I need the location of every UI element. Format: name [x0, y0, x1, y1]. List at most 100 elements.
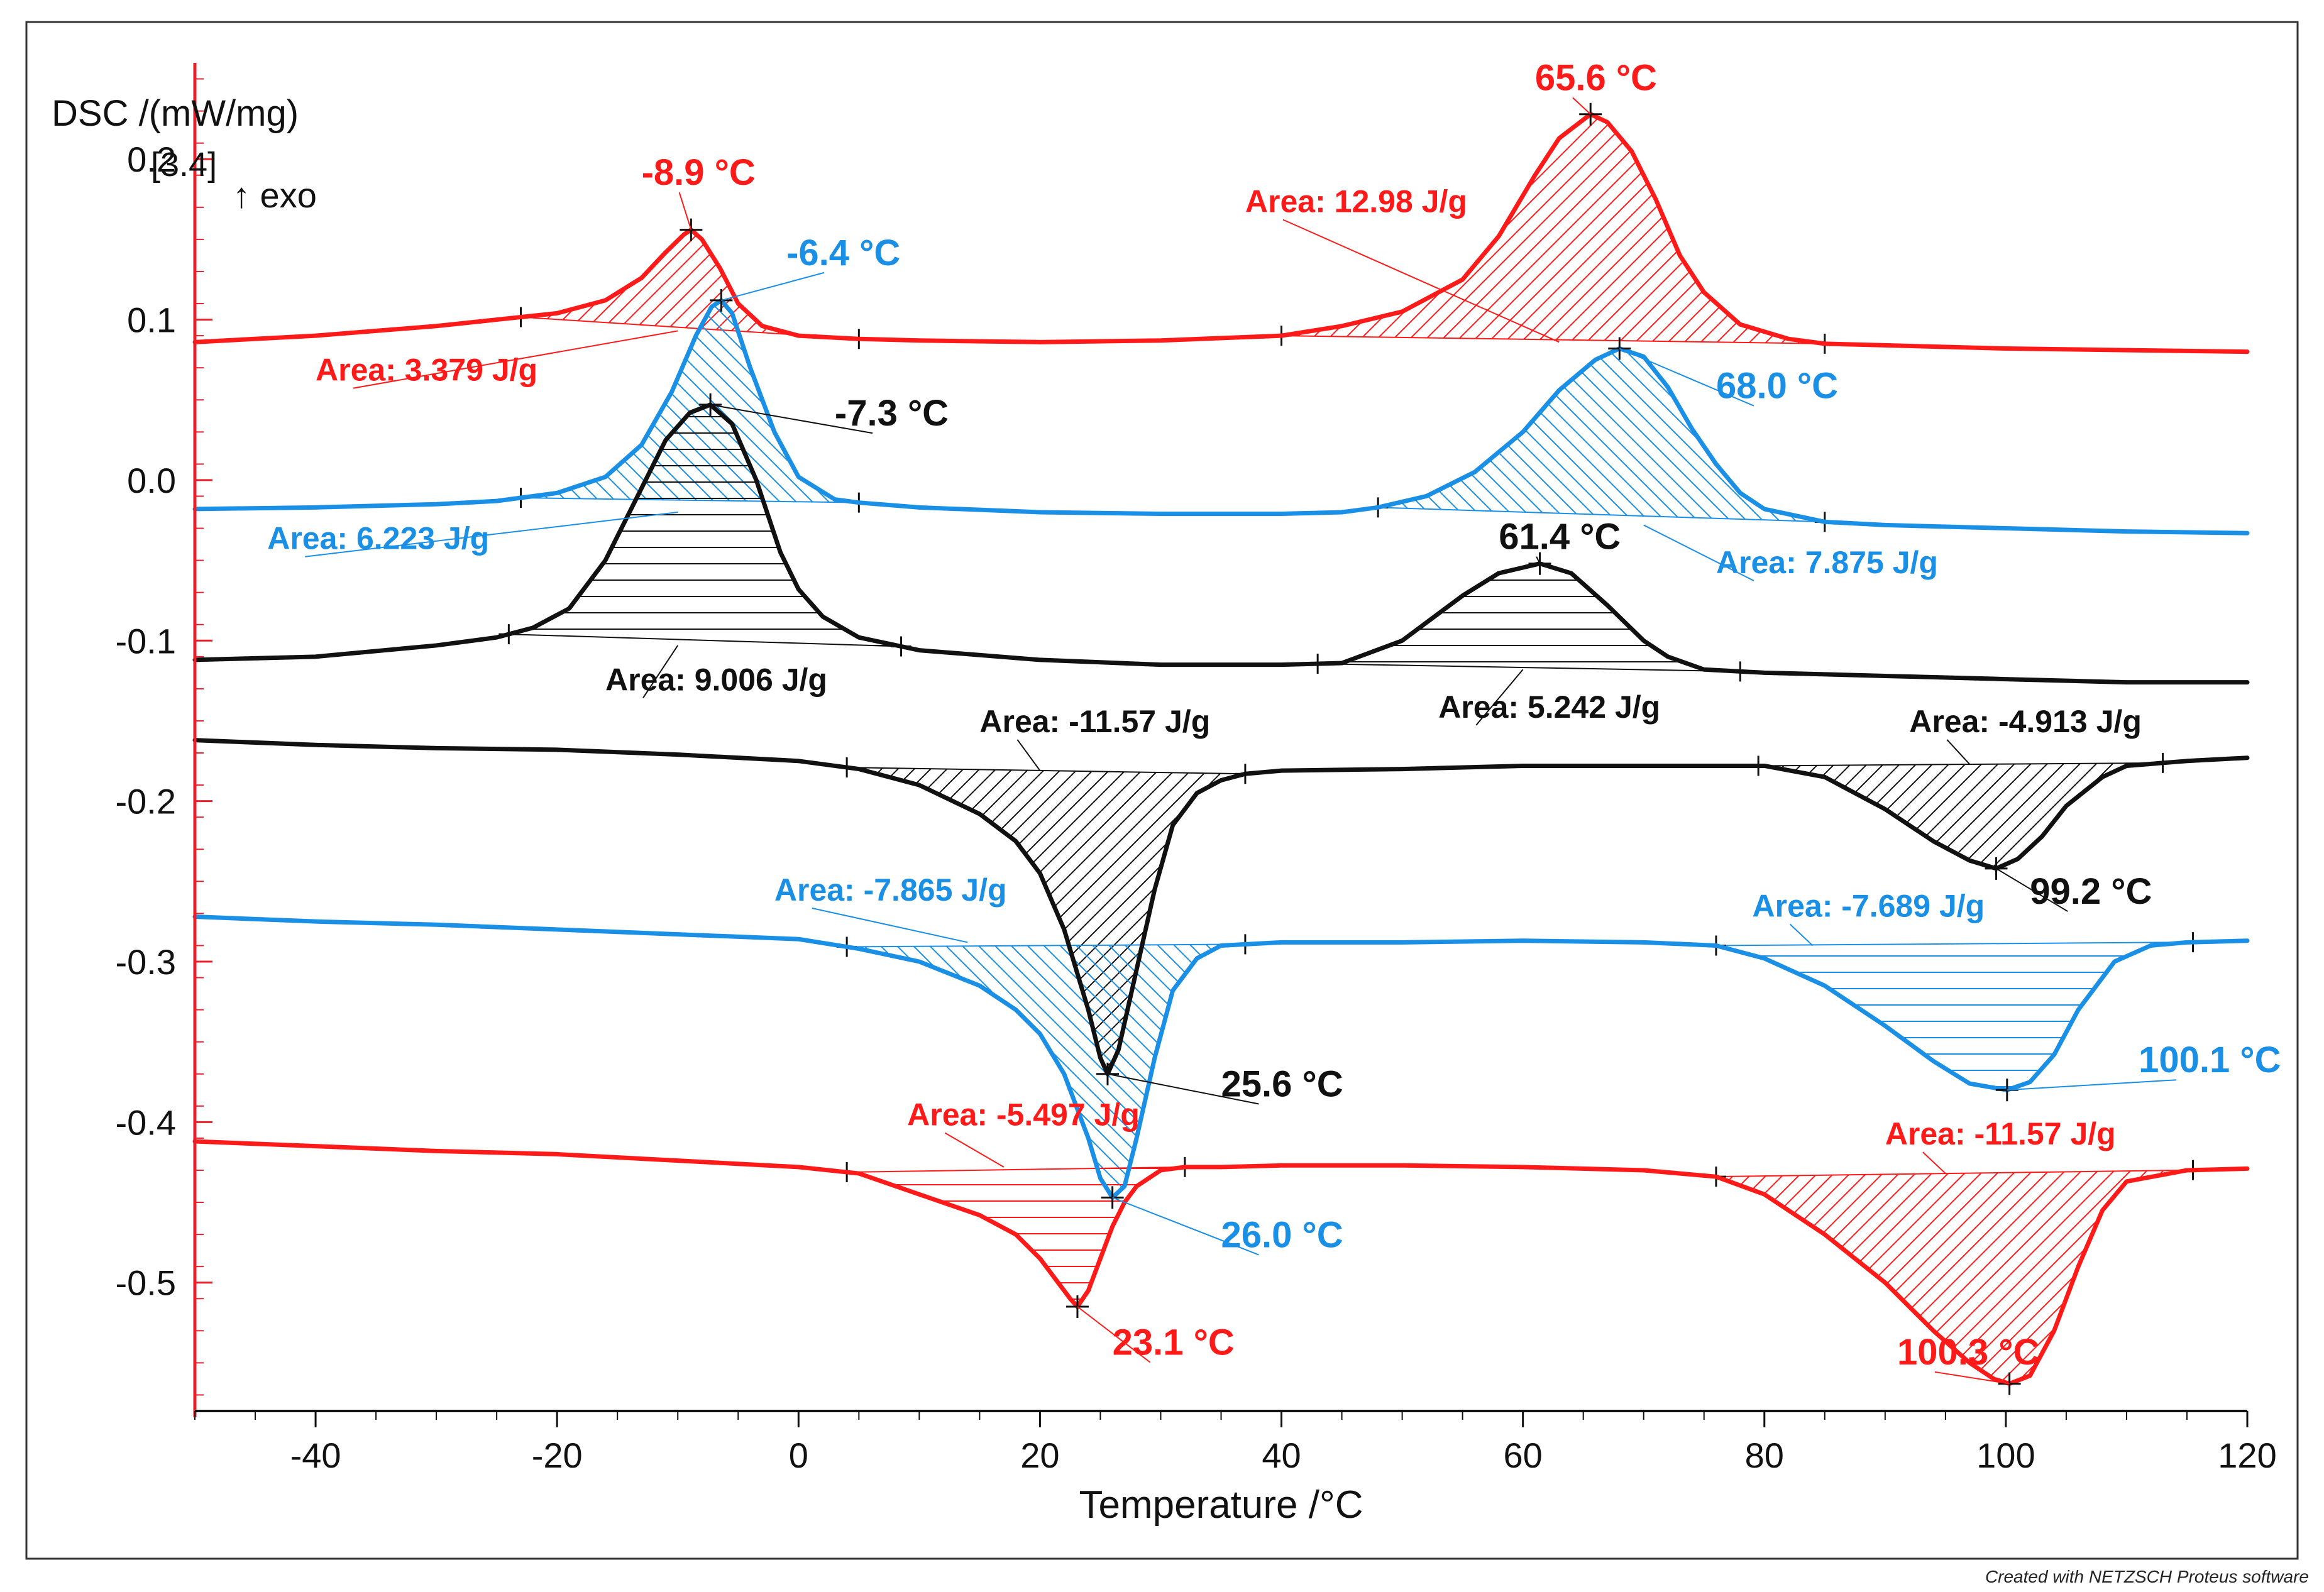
annotation-label-7: Area: 6.223 J/g	[267, 521, 489, 556]
annotation-leader-6	[710, 403, 873, 434]
annotation-label-11: Area: 5.242 J/g	[1438, 689, 1660, 725]
annotation-label-4: Area: 3.379 J/g	[316, 353, 537, 388]
annotation-leader-2	[1282, 219, 1560, 343]
peak-marker-4	[699, 393, 722, 416]
annotation-leader-10	[642, 645, 679, 698]
annotation-leader-8	[1536, 556, 1541, 564]
annotation-label-18: 100.1 °C	[2139, 1040, 2281, 1080]
annotation-leader-22	[1077, 1306, 1151, 1363]
y-tick-label-2: 0.0	[127, 461, 176, 500]
annotation-label-6: -7.3 °C	[835, 393, 949, 434]
integration-area-4	[509, 404, 901, 647]
integration-area-7	[1758, 762, 2163, 869]
annotation-leader-5	[1619, 348, 1754, 407]
footer-credit: Created with NETZSCH Proteus software	[1985, 1567, 2309, 1586]
integration-area-11	[1715, 1170, 2193, 1384]
annotation-leader-16	[1789, 923, 1814, 947]
y-tick-label-1: 0.1	[127, 300, 176, 340]
series-line-blue-heating	[192, 298, 2250, 535]
annotation-leader-14	[1996, 868, 2068, 912]
x-tick-label-0: -40	[290, 1436, 341, 1475]
peak-marker-3	[1608, 337, 1631, 360]
x-axis-label: Temperature /°C	[1079, 1483, 1363, 1527]
annotation-leader-1	[1572, 97, 1591, 115]
annotation-label-17: 25.6 °C	[1221, 1064, 1343, 1105]
x-tick-label-7: 100	[1976, 1436, 2035, 1475]
y-tick-label-7: -0.5	[116, 1263, 177, 1303]
series-line-red-cooling	[192, 1139, 2250, 1386]
annotation-label-10: Area: 9.006 J/g	[605, 662, 827, 697]
integration-baseline-11	[1715, 1169, 2193, 1178]
annotation-leader-13	[1946, 739, 1970, 765]
integration-baseline-7	[1758, 762, 2163, 767]
annotation-leader-0	[678, 192, 692, 230]
annotation-label-0: -8.9 °C	[642, 152, 756, 193]
annotation-label-13: Area: -4.913 J/g	[1909, 704, 2142, 739]
integration-area-9	[1715, 942, 2193, 1090]
integration-area-6	[847, 767, 1245, 1074]
integration-baseline-6	[847, 767, 1245, 775]
annotation-label-16: Area: -7.689 J/g	[1753, 889, 1985, 924]
integration-area-0	[520, 229, 859, 339]
integration-area-10	[847, 1167, 1185, 1307]
annotation-label-23: 100.3 °C	[1897, 1332, 2039, 1373]
y-tick-label-3: -0.1	[116, 621, 177, 661]
annotation-label-5: 68.0 °C	[1716, 366, 1838, 407]
x-tick-label-4: 40	[1262, 1436, 1301, 1475]
peak-marker-5	[1528, 552, 1551, 575]
series-line-black-cooling	[192, 738, 2250, 1077]
annotation-label-2: Area: 12.98 J/g	[1245, 184, 1467, 219]
y-tick-label-0: 0.2	[127, 140, 176, 179]
annotation-leader-19	[944, 1132, 1005, 1168]
integration-area-1	[1281, 114, 1825, 344]
x-tick-label-2: 0	[789, 1436, 808, 1475]
annotation-label-15: Area: -7.865 J/g	[774, 872, 1007, 908]
integration-area-8	[847, 944, 1245, 1198]
annotation-label-9: Area: 7.875 J/g	[1716, 545, 1938, 580]
y-axis-bracket: [3.4]	[151, 146, 217, 184]
annotation-leader-18	[2007, 1079, 2177, 1091]
annotation-leader-21	[1112, 1197, 1259, 1256]
x-tick-label-3: 20	[1020, 1436, 1059, 1475]
annotation-leader-12	[1016, 739, 1041, 771]
integration-baseline-9	[1715, 941, 2193, 947]
integration-baseline-3	[1378, 507, 1825, 523]
x-tick-label-5: 60	[1503, 1436, 1542, 1475]
integration-baseline-5	[1318, 663, 1741, 672]
outer-frame	[25, 21, 2299, 1560]
annotation-label-12: Area: -11.57 J/g	[979, 704, 1210, 739]
annotation-leader-4	[353, 330, 678, 389]
annotation-label-19: Area: -5.497 J/g	[907, 1097, 1140, 1132]
annotation-leader-7	[305, 512, 678, 557]
integration-baseline-4	[509, 634, 901, 647]
integration-baseline-8	[847, 943, 1245, 948]
annotation-label-20: Area: -11.57 J/g	[1885, 1116, 2116, 1151]
integration-area-5	[1318, 563, 1741, 672]
annotation-leader-20	[1922, 1151, 1946, 1174]
series-line-black-heating	[192, 402, 2250, 685]
y-tick-label-6: -0.4	[116, 1102, 177, 1142]
series-line-blue-cooling	[192, 914, 2250, 1200]
annotation-label-1: 65.6 °C	[1535, 57, 1657, 98]
exo-label: ↑ exo	[233, 175, 317, 215]
annotation-label-14: 99.2 °C	[2030, 871, 2152, 912]
annotation-leader-17	[1107, 1073, 1259, 1105]
annotation-leader-3	[721, 272, 825, 301]
peak-marker-6	[1096, 1062, 1119, 1085]
y-axis-label: DSC /(mW/mg)	[52, 93, 299, 134]
annotation-label-3: -6.4 °C	[786, 233, 900, 273]
annotation-leader-23	[1934, 1371, 2010, 1385]
x-tick-label-6: 80	[1745, 1436, 1784, 1475]
annotation-label-8: 61.4 °C	[1499, 517, 1621, 557]
integration-area-3	[1378, 348, 1825, 522]
annotation-label-21: 26.0 °C	[1221, 1215, 1343, 1256]
integration-area-2	[520, 300, 859, 503]
x-tick-label-8: 120	[2218, 1436, 2276, 1475]
annotation-leader-15	[812, 907, 968, 943]
annotation-label-22: 23.1 °C	[1113, 1322, 1235, 1363]
y-tick-label-4: -0.2	[116, 782, 177, 821]
x-tick-label-1: -20	[532, 1436, 583, 1475]
series-line-red-heating	[192, 112, 2250, 354]
